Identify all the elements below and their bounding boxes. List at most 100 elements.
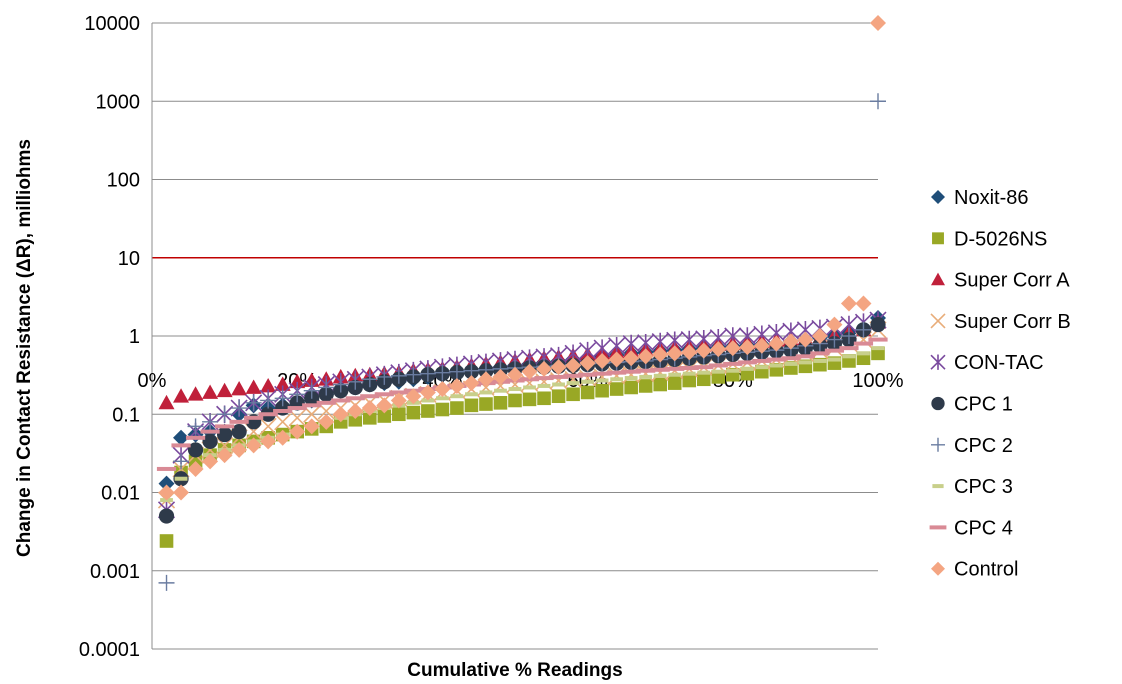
data-point [868, 337, 888, 342]
data-point [259, 417, 277, 435]
plot-series [156, 15, 888, 591]
y-axis-title: Change in Contact Resistance (ΔR), milli… [14, 139, 35, 557]
data-point [650, 367, 670, 372]
y-axis-tick-labels: 10000 1000 100 10 1 0.1 0.01 0.001 0.0001 [79, 13, 140, 661]
data-point [158, 394, 175, 410]
data-point [374, 392, 394, 397]
data-point [419, 384, 436, 401]
data-point [187, 442, 204, 458]
data-point [260, 392, 277, 409]
y-tick-label: 1000 [96, 91, 141, 113]
data-point [592, 371, 612, 376]
data-point [216, 382, 233, 398]
data-point [855, 321, 872, 338]
data-point [639, 374, 653, 379]
legend-label: Noxit-86 [954, 187, 1028, 209]
legend-label: Super Corr A [954, 270, 1070, 292]
data-point [492, 368, 509, 385]
legend-label: Control [954, 559, 1018, 581]
data-point [695, 342, 712, 359]
data-point [274, 376, 291, 391]
data-point [345, 396, 365, 401]
data-point [156, 466, 177, 471]
legend-marker [931, 190, 945, 204]
data-point [755, 365, 769, 370]
data-point [870, 316, 886, 333]
data-point [781, 356, 801, 361]
data-point [158, 484, 175, 501]
legend-marker [931, 272, 945, 286]
data-point [421, 398, 435, 403]
legend-marker [932, 484, 944, 489]
legend-item: D-5026NS [932, 228, 1047, 250]
data-point [187, 386, 204, 401]
data-point [665, 366, 685, 371]
data-point [363, 411, 377, 425]
legend-item: Control [931, 559, 1018, 581]
data-point [795, 354, 815, 359]
y-tick-label: 100 [107, 170, 140, 192]
data-point [464, 398, 479, 413]
legend-label: CPC 3 [954, 476, 1013, 498]
data-point [303, 418, 320, 435]
data-point [173, 484, 190, 501]
data-point [202, 384, 219, 399]
data-point [667, 376, 682, 390]
data-point [753, 337, 770, 354]
data-point [376, 397, 393, 414]
data-point [696, 372, 711, 387]
data-point [406, 405, 421, 420]
data-point [739, 339, 756, 356]
data-point [799, 360, 812, 365]
data-point [679, 365, 699, 370]
data-point [594, 352, 611, 369]
data-point [260, 377, 277, 393]
data-point [826, 316, 843, 333]
data-point [419, 365, 436, 382]
data-point [274, 413, 292, 431]
data-point [215, 424, 235, 429]
data-point [202, 433, 218, 449]
data-point [318, 413, 335, 430]
data-point [217, 426, 233, 443]
data-point [245, 394, 262, 411]
data-point [216, 406, 233, 423]
data-point [723, 361, 743, 366]
data-point [566, 381, 580, 386]
data-point [507, 366, 523, 383]
legend-marker [930, 354, 946, 370]
y-tick-label: 1 [129, 326, 140, 348]
data-point [316, 400, 336, 405]
data-point [839, 346, 859, 351]
data-point [766, 357, 786, 362]
data-point [216, 447, 233, 464]
data-point [361, 400, 378, 417]
data-point [421, 404, 435, 418]
data-point [361, 371, 378, 388]
data-point [813, 358, 827, 363]
legend-marker [931, 396, 945, 411]
data-point [450, 401, 464, 415]
data-point [708, 363, 728, 368]
data-point [752, 358, 772, 363]
data-point [332, 406, 349, 423]
data-point [853, 341, 874, 346]
data-point [653, 377, 667, 392]
data-point [303, 382, 320, 399]
x-axis-title: Cumulative % Readings [407, 660, 622, 681]
legend-marker [931, 561, 945, 576]
data-point [245, 437, 262, 454]
data-point [681, 344, 698, 361]
series-control [158, 15, 886, 501]
data-point [682, 371, 696, 376]
data-point [810, 351, 830, 356]
data-point [624, 376, 638, 381]
y-tick-label: 0.01 [101, 483, 140, 505]
data-point [840, 328, 857, 344]
data-point [607, 370, 627, 375]
x-tick-label: 100% [852, 370, 903, 392]
data-point [377, 409, 392, 423]
data-point [477, 371, 494, 388]
data-point [740, 366, 754, 371]
